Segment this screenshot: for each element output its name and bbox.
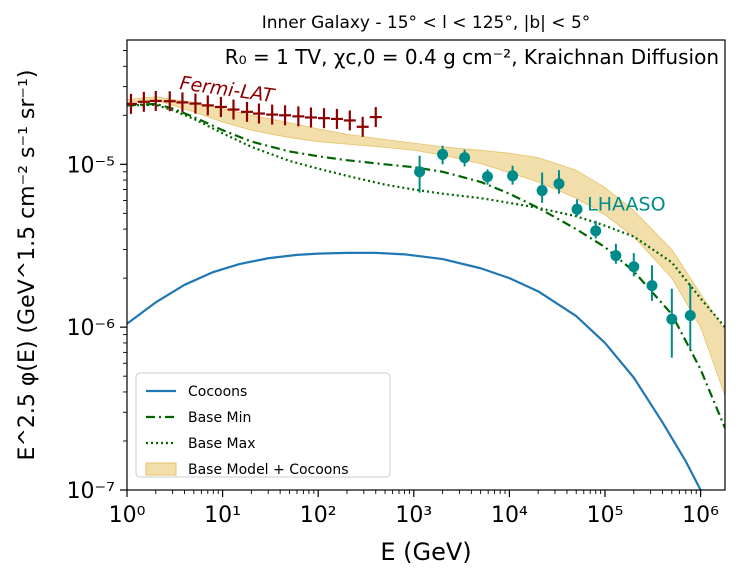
legend-label: Cocoons xyxy=(188,384,247,400)
lhaaso-point xyxy=(536,172,548,203)
lhaaso-point xyxy=(459,149,471,167)
legend-entry: Cocoons xyxy=(146,384,247,400)
chart-title: Inner Galaxy - 15° < l < 125°, |b| < 5° xyxy=(262,13,591,33)
lhaaso-point xyxy=(590,220,602,239)
fermi-point xyxy=(369,107,382,128)
fermi-point xyxy=(292,106,305,127)
y-axis-label: E^2.5 φ(E) (GeV^1.5 cm⁻² s⁻¹ sr⁻¹) xyxy=(15,70,40,461)
fermi-point xyxy=(149,90,162,111)
lhaaso-point xyxy=(628,253,640,277)
legend-entry: Base Model + Cocoons xyxy=(145,462,349,478)
fermi-point xyxy=(176,92,189,113)
fermi-point xyxy=(266,104,279,125)
legend: Cocoons Base Min Base Max Base Model + Coco… xyxy=(135,372,391,478)
y-tick-label: 10⁻⁵ xyxy=(67,153,115,178)
fermi-point xyxy=(137,91,150,112)
x-tick-label: 10⁴ xyxy=(491,503,528,528)
legend-label: Base Max xyxy=(188,436,255,452)
fermi-point xyxy=(343,110,356,131)
fermi-point xyxy=(279,105,292,126)
x-tick-label: 10⁵ xyxy=(587,503,624,528)
lhaaso-point xyxy=(666,288,678,358)
lhaaso-point xyxy=(553,170,565,194)
band-base-model-cocoons xyxy=(127,96,725,396)
x-tick-label: 10³ xyxy=(395,503,432,528)
y-tick-label: 10⁻⁶ xyxy=(67,316,116,341)
fermi-point xyxy=(252,103,265,124)
lhaaso-point xyxy=(610,243,622,264)
lhaaso-point xyxy=(646,265,658,301)
fermi-point xyxy=(163,91,176,112)
series-line-base-min xyxy=(127,102,725,429)
x-tick-label: 10⁶ xyxy=(682,503,719,528)
x-tick-label: 10¹ xyxy=(204,503,241,528)
legend-entry: Base Min xyxy=(146,410,251,426)
fermi-point xyxy=(201,95,214,116)
lhaaso-point xyxy=(414,155,426,193)
annotation-lhaaso: LHAASO xyxy=(587,194,665,216)
fermi-point xyxy=(227,99,240,120)
lhaaso-point xyxy=(481,169,493,185)
legend-entry: Base Max xyxy=(146,436,255,452)
lhaaso-point xyxy=(507,165,519,185)
legend-box xyxy=(135,372,391,478)
legend-label: Base Model + Cocoons xyxy=(188,462,349,478)
fermi-point xyxy=(127,93,137,114)
lhaaso-point xyxy=(437,145,449,165)
plot-area xyxy=(126,39,726,491)
x-tick-label: 10² xyxy=(300,503,337,528)
fermi-point xyxy=(318,108,331,129)
fermi-point xyxy=(304,107,317,128)
fermi-point xyxy=(189,93,202,114)
y-tick-label: 10⁻⁷ xyxy=(67,479,115,504)
fermi-point xyxy=(330,108,343,129)
legend-label: Base Min xyxy=(188,410,251,426)
x-axis-label: E (GeV) xyxy=(380,538,471,566)
legend-swatch xyxy=(145,462,177,476)
fermi-point xyxy=(356,116,369,137)
x-tick-label: 10⁰ xyxy=(109,503,146,528)
fermi-point xyxy=(241,101,254,122)
chart-subtitle: R₀ = 1 TV, χc,0 = 0.4 g cm⁻², Kraichnan … xyxy=(225,45,719,69)
series-line-cocoons xyxy=(127,251,702,490)
lhaaso-point xyxy=(684,284,696,350)
lhaaso-point xyxy=(571,199,583,217)
series-line-base-max xyxy=(127,103,725,328)
fermi-point xyxy=(214,96,227,117)
